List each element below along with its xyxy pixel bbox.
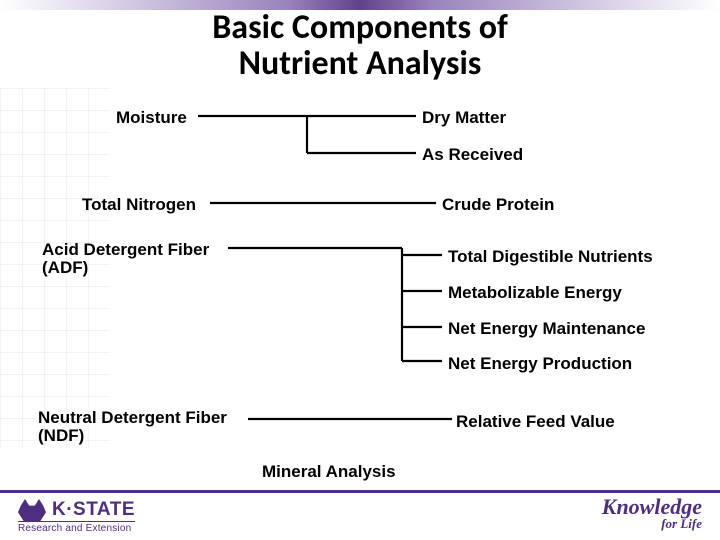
- kstate-logo-block: K·STATE Research and Extension: [18, 499, 135, 534]
- footer: K·STATE Research and Extension Knowledge…: [0, 490, 720, 540]
- label-rfv: Relative Feed Value: [456, 412, 615, 432]
- label-moisture: Moisture: [116, 108, 187, 128]
- label-mineral: Mineral Analysis: [262, 462, 396, 482]
- label-adf1: Acid Detergent Fiber: [42, 240, 209, 260]
- label-ndf1: Neutral Detergent Fiber: [38, 408, 227, 428]
- label-ndf2: (NDF): [38, 426, 84, 446]
- brand-name: K·STATE: [52, 499, 135, 521]
- tagline-block: Knowledge for Life: [602, 494, 702, 532]
- connector-svg: [0, 0, 720, 540]
- label-nep: Net Energy Production: [448, 354, 632, 374]
- label-dry_matter: Dry Matter: [422, 108, 506, 128]
- label-me: Metabolizable Energy: [448, 283, 622, 303]
- label-nem: Net Energy Maintenance: [448, 319, 645, 339]
- label-crude_protein: Crude Protein: [442, 195, 554, 215]
- footer-divider: [0, 490, 720, 493]
- brand-subtitle: Research and Extension: [18, 521, 135, 534]
- label-adf2: (ADF): [42, 258, 88, 278]
- label-tdn: Total Digestible Nutrients: [448, 247, 653, 267]
- label-as_received: As Received: [422, 145, 523, 165]
- label-total_nitrogen: Total Nitrogen: [82, 195, 196, 215]
- wildcat-icon: [18, 499, 46, 521]
